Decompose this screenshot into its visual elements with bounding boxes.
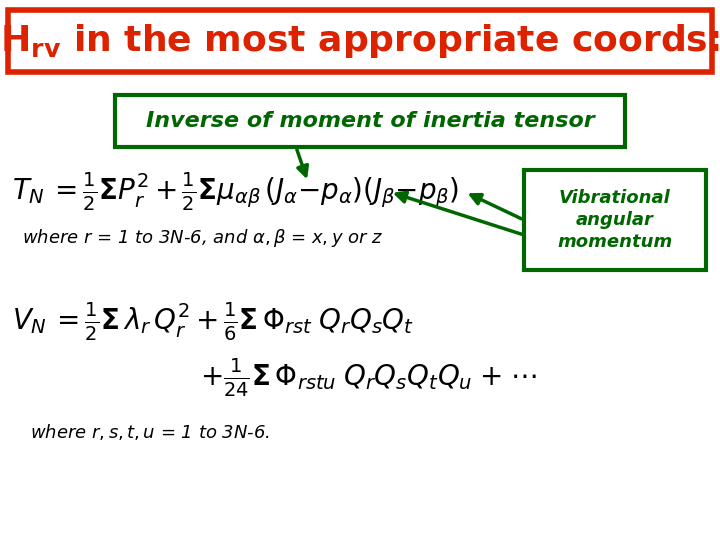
Text: Inverse of moment of inertia tensor: Inverse of moment of inertia tensor <box>145 111 595 131</box>
Text: $+\frac{1}{24}\mathbf{\Sigma}\,\Phi_{rstu}\;\mathit{Q}_r\mathit{Q}_s\mathit{Q}_t: $+\frac{1}{24}\mathbf{\Sigma}\,\Phi_{rst… <box>200 357 537 399</box>
Text: $\mathit{V}_N\,{=}\frac{1}{2}\mathbf{\Sigma}\,\lambda_r\,\mathit{Q}_r^2\,{+}\,\f: $\mathit{V}_N\,{=}\frac{1}{2}\mathbf{\Si… <box>12 301 414 343</box>
Text: where $r$ = 1 to 3N-6, and $\alpha,\beta$ = $x,y$ or $z$: where $r$ = 1 to 3N-6, and $\alpha,\beta… <box>22 227 384 249</box>
Text: where $r,s,t,u$ = 1 to 3N-6.: where $r,s,t,u$ = 1 to 3N-6. <box>30 422 270 442</box>
Text: $\mathbf{H}_{\mathbf{rv}}$ in the most appropriate coords:: $\mathbf{H}_{\mathbf{rv}}$ in the most a… <box>0 22 720 60</box>
FancyBboxPatch shape <box>8 10 712 72</box>
FancyBboxPatch shape <box>115 95 625 147</box>
FancyBboxPatch shape <box>524 170 706 270</box>
Text: Vibrational
angular
momentum: Vibrational angular momentum <box>557 189 672 251</box>
Text: $\mathit{T}_N\,{=}\frac{1}{2}\mathbf{\Sigma}\mathit{P}_r^2\,{+}\,\frac{1}{2}\mat: $\mathit{T}_N\,{=}\frac{1}{2}\mathbf{\Si… <box>12 171 459 213</box>
